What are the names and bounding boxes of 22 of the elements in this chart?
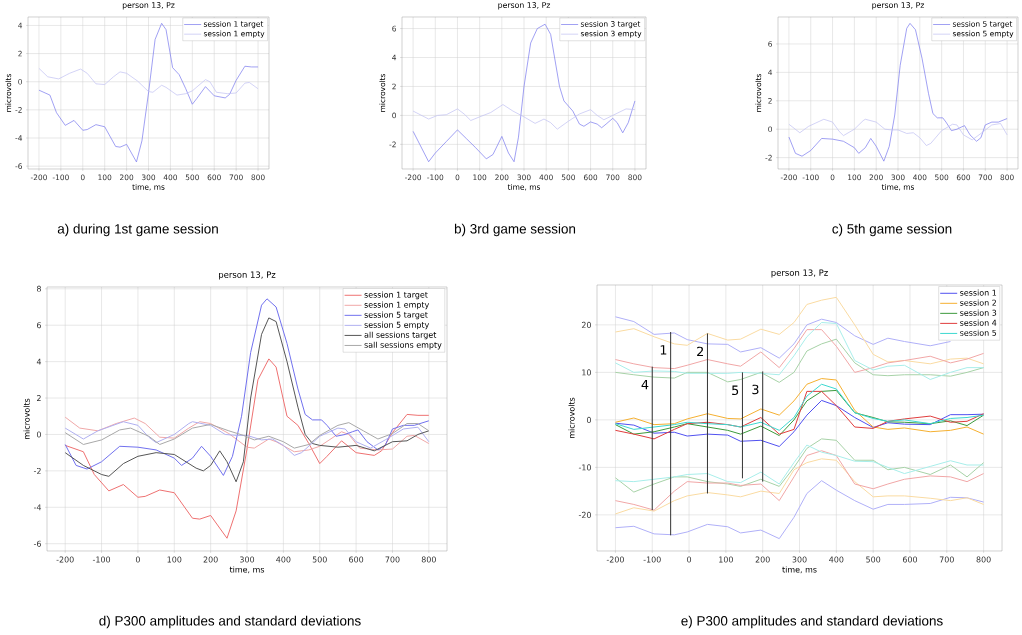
text: b) 3rd game session — [454, 223, 576, 237]
line-series — [614, 316, 951, 359]
line-series — [614, 438, 985, 493]
line-series — [64, 358, 430, 539]
line-series — [614, 450, 985, 511]
annotation: 3 — [752, 384, 759, 395]
chart-title: person 13, Pz — [219, 271, 276, 280]
line-series — [38, 68, 259, 96]
line-series — [788, 118, 1008, 146]
annotation: 4 — [641, 379, 649, 390]
text: d) P300 amplitudes and standard deviations — [99, 615, 361, 629]
line-series — [412, 104, 636, 130]
line-series — [64, 422, 430, 449]
annotation: 2 — [697, 346, 703, 357]
text: e) P300 amplitudes and standard deviations — [681, 615, 943, 629]
line-series — [614, 480, 985, 540]
text: c) 5th game session — [832, 223, 952, 237]
annotation: 5 — [732, 385, 739, 396]
text: a) during 1st game session — [57, 223, 218, 237]
chart-title: person 13, Pz — [771, 269, 828, 278]
line-series — [614, 458, 985, 515]
annotation: 1 — [660, 345, 667, 355]
